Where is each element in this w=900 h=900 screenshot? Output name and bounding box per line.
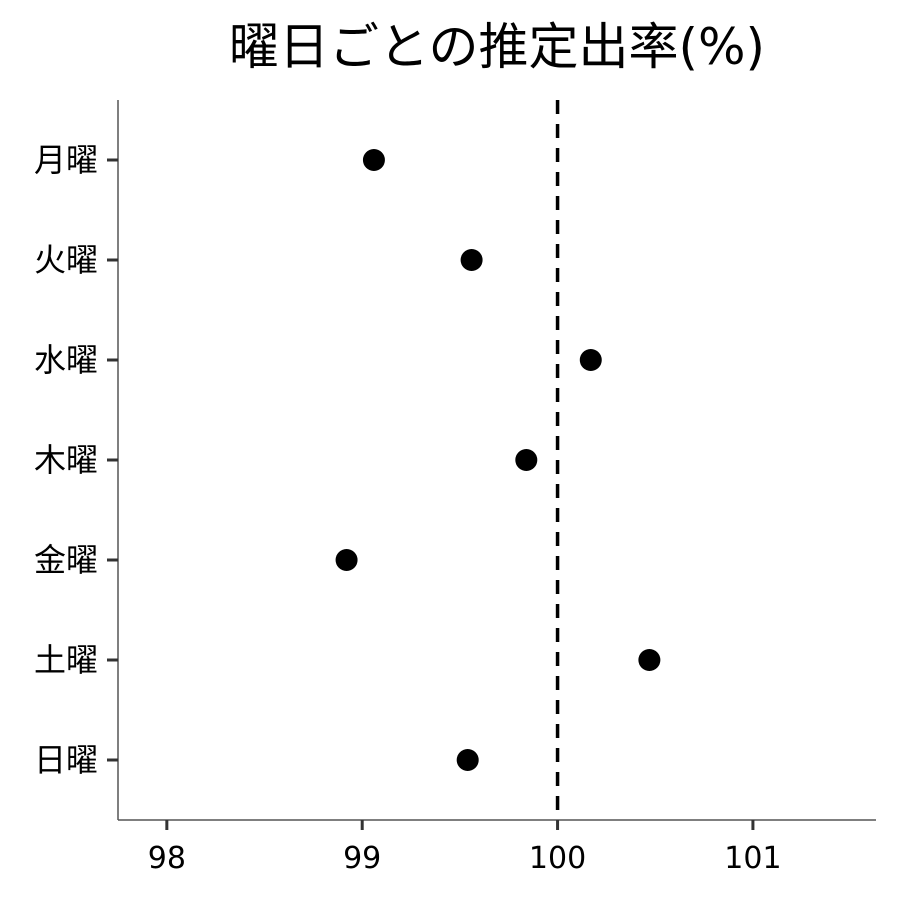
y-tick-label: 月曜: [34, 141, 98, 179]
data-point: [362, 149, 385, 171]
y-tick-label: 木曜: [34, 441, 98, 479]
data-point: [460, 249, 483, 271]
data-point: [456, 749, 479, 771]
x-tick-label: 98: [148, 841, 186, 876]
y-tick-label: 水曜: [34, 341, 98, 379]
data-point: [638, 649, 661, 671]
data-point: [579, 349, 602, 371]
x-tick-label: 100: [529, 841, 586, 876]
data-point: [335, 549, 358, 571]
y-tick-label: 日曜: [34, 741, 98, 779]
data-point: [515, 449, 538, 471]
x-tick-label: 99: [343, 841, 381, 876]
y-tick-label: 火曜: [34, 241, 98, 279]
y-tick-label: 金曜: [34, 541, 98, 579]
x-tick-label: 101: [724, 841, 781, 876]
chart-title: 曜日ごとの推定出率(%): [229, 18, 765, 76]
y-tick-label: 土曜: [34, 641, 98, 679]
